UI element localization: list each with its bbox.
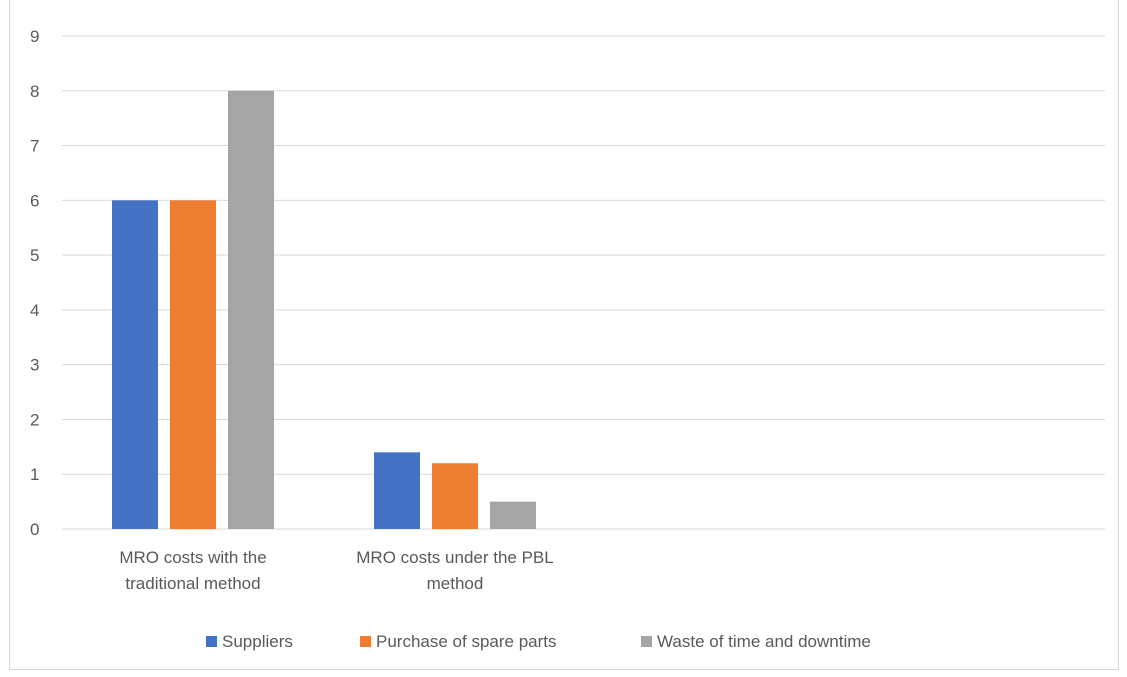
y-tick-label: 7 [30,137,39,156]
y-tick-label: 2 [30,410,39,429]
legend-swatch-3 [641,636,652,647]
x-tick-label: MRO costs with the traditional method [119,548,266,593]
y-tick-label: 0 [30,520,39,539]
y-tick-label: 9 [30,27,39,46]
legend-label-2: Purchase of spare parts [376,632,556,651]
bar-2-category-1 [170,200,216,530]
bar-3-category-1 [228,90,274,530]
bar-1-category-1 [112,200,158,530]
bars [112,90,536,530]
gridlines [62,35,1105,530]
y-tick-label: 4 [30,301,39,320]
bar-2-category-2 [432,463,478,529]
legend-label-1: Suppliers [222,632,293,651]
y-tick-label: 8 [30,82,39,101]
y-tick-label: 6 [30,191,39,210]
x-axis-labels: MRO costs with the traditional method MRO … [119,548,553,593]
legend-swatch-1 [206,636,217,647]
y-axis-ticks: 0 1 2 3 4 5 6 7 8 9 [30,27,39,539]
chart-frame [9,0,1119,670]
legend: Suppliers Purchase of spare parts Waste of… [206,632,871,651]
y-tick-label: 1 [30,465,39,484]
bar-3-category-2 [490,501,536,529]
bar-1-category-2 [374,452,420,529]
legend-swatch-2 [360,636,371,647]
y-tick-label: 3 [30,356,39,375]
x-tick-label: MRO costs under the PBL method [356,548,553,593]
y-tick-label: 5 [30,246,39,265]
legend-label-3: Waste of time and downtime [657,632,871,651]
